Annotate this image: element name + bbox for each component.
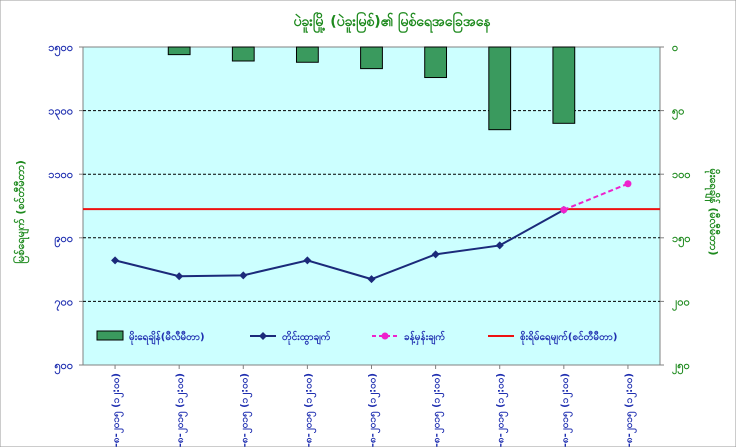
rainfall-bars [167,46,576,131]
rainfall-bar [231,46,255,62]
x-tick-label: ၄-၈-၂၀၁၅ (၁၂:၀၀) [111,373,125,447]
observed-point [175,272,184,281]
left-tick-label: ၅၀၀ [54,359,73,375]
left-tick-label: ၉၀၀ [54,232,73,248]
legend-marker [259,332,267,340]
rainfall-bar [360,46,383,70]
forecast-point [560,206,568,214]
x-tick-label: ၅-၈-၂၀၁၅ (၁၂:၀၀) [175,373,189,447]
right-tick-label: ၂၅၀ [672,359,690,375]
observed-point [239,271,248,280]
x-tick-label: ၈-၈-၂၀၁၅ (၁၂:၀၀) [368,373,382,447]
rainfall-bar [552,46,576,124]
left-axis-ticks: ၅၀၀ ၇၀၀ ၉၀၀ ၁၁၀၀ ၁၃၀၀ ၁၅၀၀ [48,41,83,375]
left-tick-label: ၁၅၀၀ [48,41,73,57]
rainfall-bar [167,46,191,56]
series-lines [111,180,632,284]
legend-label: မိုးရေချိန်(မီလီမီတာ) [129,330,205,346]
x-axis-ticks: ၄-၈-၂၀၁၅ (၁၂:၀၀) ၅-၈-၂၀၁၅ (၁၂:၀၀) ၆-၈-၂၀၁၅… [111,365,638,447]
legend-swatch-bar [96,330,124,341]
x-tick-label: ၁၂-၈-၂၀၁၅ (၁၂:၀၀) [624,373,638,447]
legend-label: တိုင်းထွာချက် [282,330,331,346]
x-tick-label: ၁၀-၈-၂၀၁၅ (၁၂:၀၀) [496,373,510,447]
rainfall-bar [295,46,319,63]
rainfall-bar [424,46,448,79]
right-axis-label: မိုးရေချိန် (မီလီမီတာ) [704,169,721,256]
observed-point [111,256,120,265]
x-tick-label: ၁၁-၈-၂၀၁၅ (၁၂:၀၀) [560,373,574,447]
left-tick-label: ၁၁၀၀ [48,168,73,181]
observed-point [367,275,376,284]
forecast-line [563,182,629,211]
right-tick-label: ၅၀ [672,105,684,121]
left-tick-label: ၇၀၀ [54,295,73,311]
x-tick-label: ၇-၈-၂၀၁၅ (၁၂:၀၀) [303,373,317,447]
left-tick-label: ၁၃၀၀ [48,105,73,121]
observed-point [303,256,312,265]
x-tick-label: ၉-၈-၂၀၁၅ (၁၂:၀၀) [432,373,446,447]
observed-point [495,241,504,250]
x-tick-label: ၆-၈-၂၀၁၅ (၁၂:၀၀) [237,373,253,447]
legend-marker [381,332,389,340]
chart-title: ပဲခူးမြို့ (ပဲခူးမြစ်)၏ မြစ်ရေအခြေအနေ [293,12,491,33]
right-tick-label: ၀ [672,41,678,54]
rainfall-bar [488,46,512,131]
legend-label: စိုးရိမ်ရေမျက်(စင်တီမီတာ) [520,330,617,346]
legend-label: ခန့်မှန်းချက် [404,330,445,346]
observed-point [431,250,440,259]
right-tick-label: ၁၅၀ [672,232,691,248]
left-axis-label: မြစ်ရေမျက် (စင်တီမီတာ) [12,160,30,264]
observed-line [114,208,565,281]
legend: မိုးရေချိန်(မီလီမီတာ) တိုင်းထွာချက် ခန့်မှ… [96,330,617,346]
forecast-point [624,180,632,188]
right-tick-label: ၁၀၀ [672,168,691,181]
right-tick-label: ၂၀၀ [672,295,690,311]
